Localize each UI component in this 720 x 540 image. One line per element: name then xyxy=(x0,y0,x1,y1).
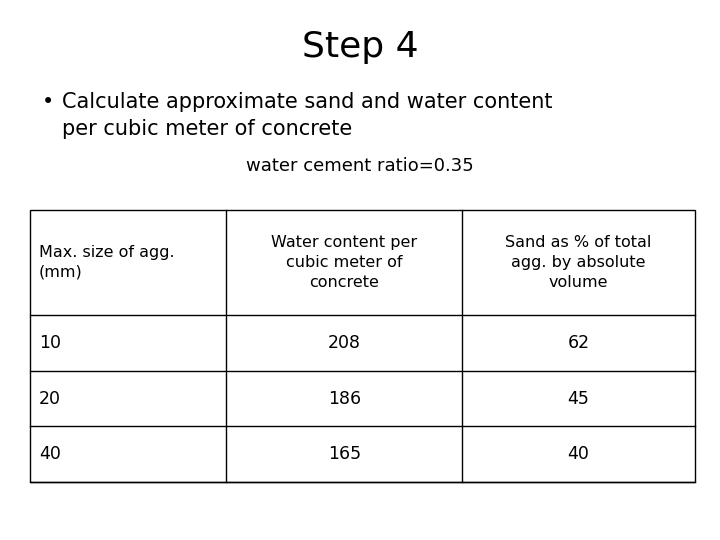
Text: 208: 208 xyxy=(328,334,361,352)
Text: •: • xyxy=(42,92,54,112)
Text: 62: 62 xyxy=(567,334,590,352)
Text: Sand as % of total
agg. by absolute
volume: Sand as % of total agg. by absolute volu… xyxy=(505,235,652,290)
Text: 40: 40 xyxy=(567,445,590,463)
Text: 10: 10 xyxy=(39,334,61,352)
Text: Water content per
cubic meter of
concrete: Water content per cubic meter of concret… xyxy=(271,235,418,290)
Text: 45: 45 xyxy=(567,389,590,408)
Text: Max. size of agg.
(mm): Max. size of agg. (mm) xyxy=(39,245,175,280)
Text: 165: 165 xyxy=(328,445,361,463)
Text: 20: 20 xyxy=(39,389,61,408)
Text: Calculate approximate sand and water content
per cubic meter of concrete: Calculate approximate sand and water con… xyxy=(62,92,552,139)
Bar xyxy=(30,210,695,482)
Text: 40: 40 xyxy=(39,445,61,463)
Text: 186: 186 xyxy=(328,389,361,408)
Text: water cement ratio=0.35: water cement ratio=0.35 xyxy=(246,157,474,175)
Text: Step 4: Step 4 xyxy=(302,30,418,64)
